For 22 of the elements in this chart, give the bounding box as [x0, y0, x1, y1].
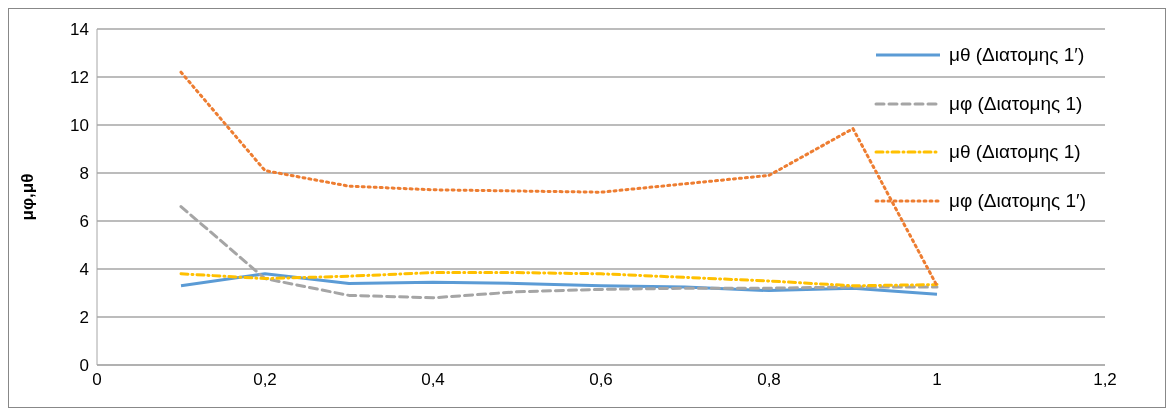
y-tick-label: 4 [79, 260, 89, 280]
y-tick-label: 8 [79, 164, 89, 184]
y-axis-title: μφ,μθ [18, 173, 38, 221]
legend-label: μθ (Διατομης 1) [949, 141, 1081, 164]
line-series [179, 70, 939, 288]
y-tick-label: 0 [79, 356, 89, 376]
x-tick-label: 1,2 [1093, 370, 1117, 390]
legend-label: μθ (Διατομης 1′) [949, 44, 1085, 67]
x-tick-label: 0 [92, 370, 102, 390]
y-tick-label: 6 [79, 212, 89, 232]
y-tick-label: 14 [70, 20, 89, 40]
x-tick-label: 0,8 [757, 370, 781, 390]
x-tick-label: 0,2 [253, 370, 277, 390]
x-tick-label: 0,6 [589, 370, 613, 390]
x-tick-label: 1 [932, 370, 942, 390]
y-tick-label: 2 [79, 308, 89, 328]
y-tick-label: 10 [70, 116, 89, 136]
legend-label: μφ (Διατομης 1) [949, 92, 1083, 115]
y-tick-label: 12 [70, 68, 89, 88]
line-series [179, 271, 939, 288]
x-tick-label: 0,4 [421, 370, 445, 390]
legend-label: μφ (Διατομης 1′) [949, 189, 1086, 212]
